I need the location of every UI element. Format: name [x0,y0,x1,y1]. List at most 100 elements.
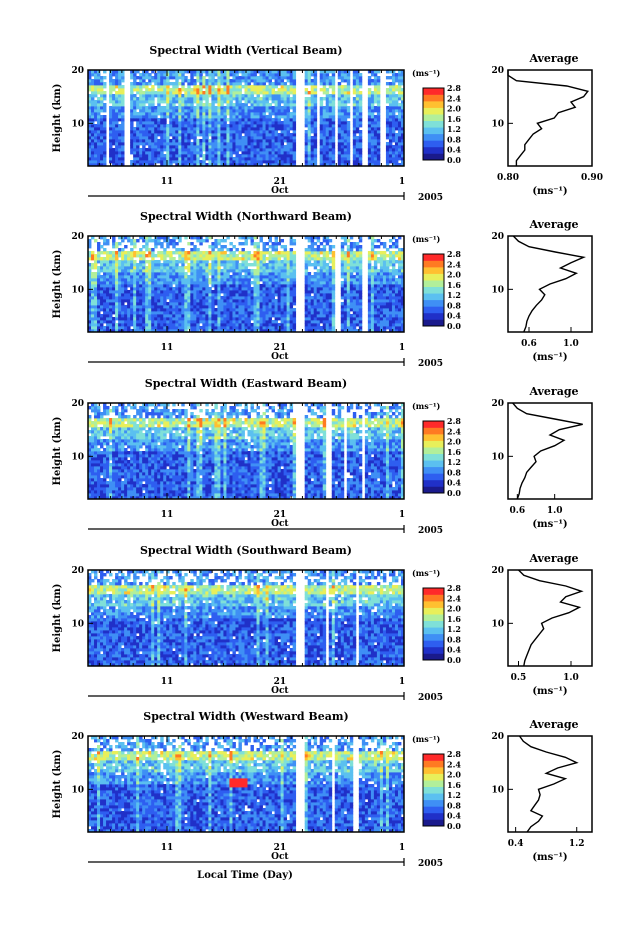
heatmap-cell [223,290,227,294]
heatmap-cell [139,317,143,321]
heatmap-cell [319,266,324,270]
heatmap-cell [283,284,288,288]
heatmap-cell [118,311,122,315]
heatmap-cell [88,326,92,330]
heatmap-cell [307,103,312,107]
heatmap-cell [226,260,230,264]
heatmap-cell [178,82,182,86]
heatmap-cell [115,284,119,288]
heatmap-cell [154,269,158,273]
heatmap-cell [172,320,176,324]
heatmap-cell [229,329,233,333]
heatmap-cell [289,73,294,77]
heatmap-cell [100,94,104,98]
heatmap-cell [280,136,285,140]
heatmap-cell [355,163,360,167]
heatmap-cell [130,103,134,107]
heatmap-cell [256,79,260,83]
heatmap-cell [280,320,285,324]
heatmap-cell [172,266,176,270]
heatmap-cell [256,118,260,122]
heatmap-cell [133,320,137,324]
heatmap-cell [187,97,191,101]
heatmap-cell [190,100,194,104]
heatmap-cell [376,100,381,104]
heatmap-cell [313,242,318,246]
heatmap-cell [130,115,134,119]
heatmap-cell [241,269,245,273]
heatmap-cell [259,275,263,279]
heatmap-cell [202,76,206,80]
heatmap-cell [97,112,101,116]
heatmap-cell [313,70,318,74]
heatmap-cell [151,130,155,134]
heatmap-cell [292,154,297,158]
heatmap-cell [376,118,381,122]
heatmap-cell [184,251,188,255]
heatmap-cell [340,163,345,167]
heatmap-cell [292,73,297,77]
heatmap-cell [106,311,110,315]
heatmap-cell [313,157,318,161]
heatmap-cell [277,76,282,80]
heatmap-cell [91,109,95,113]
heatmap-cell [196,112,200,116]
heatmap-cell [346,70,351,74]
heatmap-cell [163,139,167,143]
heatmap-cell [193,73,197,77]
heatmap-cell [160,305,164,309]
heatmap-cell [229,314,233,318]
heatmap-cell [91,305,95,309]
heatmap-cell [337,88,342,92]
avg-x-tick-label: 0.80 [497,173,519,183]
heatmap-cell [202,284,206,288]
heatmap-cell [313,79,318,83]
heatmap-cell [337,94,342,98]
heatmap-cell [172,272,176,276]
heatmap-cell [319,299,324,303]
heatmap-cell [151,154,155,158]
heatmap-cell [172,133,176,137]
heatmap-cell [238,275,242,279]
heatmap-cell [343,118,348,122]
heatmap-cell [169,115,173,119]
heatmap-cell [259,257,263,261]
heatmap-cell [139,311,143,315]
heatmap-cell [94,88,98,92]
heatmap-cell [205,148,209,152]
heatmap-cell [244,106,248,110]
heatmap-cell [157,76,161,80]
heatmap-cell [214,142,218,146]
heatmap-cell [286,290,291,294]
heatmap-cell [268,121,272,125]
heatmap-cell [262,70,266,74]
heatmap-cell [220,305,224,309]
heatmap-cell [196,145,200,149]
heatmap-cell [277,290,282,294]
heatmap-cell [181,136,185,140]
heatmap-cell [316,317,321,321]
heatmap-cell [331,88,336,92]
heatmap-cell [247,317,251,321]
heatmap-cell [211,91,215,95]
heatmap-cell [118,148,122,152]
heatmap-cell [145,118,149,122]
heatmap-cell [154,118,158,122]
heatmap-cell [274,287,278,291]
heatmap-cell [331,82,336,86]
x-tick-label: 11 [161,177,174,187]
heatmap-cell [262,121,266,125]
heatmap-cell [262,329,266,333]
heatmap-cell [163,239,167,243]
heatmap-cell [94,106,98,110]
heatmap-cell [343,133,348,137]
heatmap-cell [358,82,363,86]
heatmap-cell [244,239,248,243]
heatmap-cell [157,266,161,270]
heatmap-cell [220,326,224,330]
heatmap-cell [166,293,170,297]
heatmap-cell [367,76,372,80]
heatmap-cell [277,278,282,282]
heatmap-cell [214,287,218,291]
heatmap-cell [172,281,176,285]
